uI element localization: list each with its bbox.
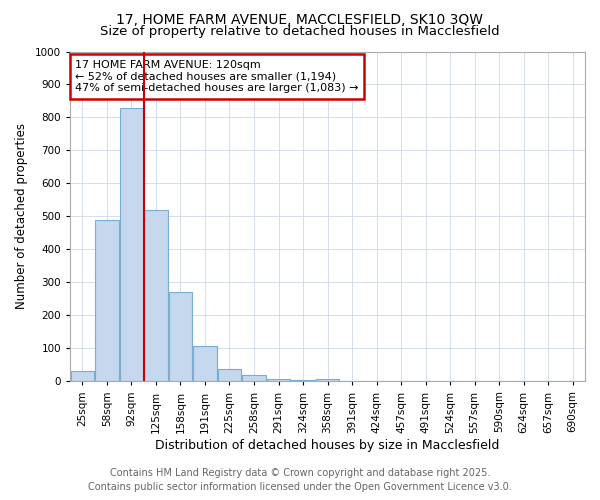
Bar: [71, 371, 94, 382]
Bar: [316, 380, 339, 382]
Bar: [120, 108, 143, 382]
Text: Contains HM Land Registry data © Crown copyright and database right 2025.
Contai: Contains HM Land Registry data © Crown c…: [88, 468, 512, 492]
Bar: [193, 346, 217, 382]
Text: 17, HOME FARM AVENUE, MACCLESFIELD, SK10 3QW: 17, HOME FARM AVENUE, MACCLESFIELD, SK10…: [116, 12, 484, 26]
Bar: [144, 210, 167, 382]
Bar: [267, 379, 290, 382]
Bar: [169, 292, 192, 382]
Bar: [95, 220, 119, 382]
Text: Size of property relative to detached houses in Macclesfield: Size of property relative to detached ho…: [100, 25, 500, 38]
Text: 17 HOME FARM AVENUE: 120sqm
← 52% of detached houses are smaller (1,194)
47% of : 17 HOME FARM AVENUE: 120sqm ← 52% of det…: [75, 60, 359, 93]
X-axis label: Distribution of detached houses by size in Macclesfield: Distribution of detached houses by size …: [155, 440, 500, 452]
Bar: [292, 380, 314, 382]
Y-axis label: Number of detached properties: Number of detached properties: [15, 124, 28, 310]
Bar: [218, 369, 241, 382]
Bar: [242, 375, 266, 382]
